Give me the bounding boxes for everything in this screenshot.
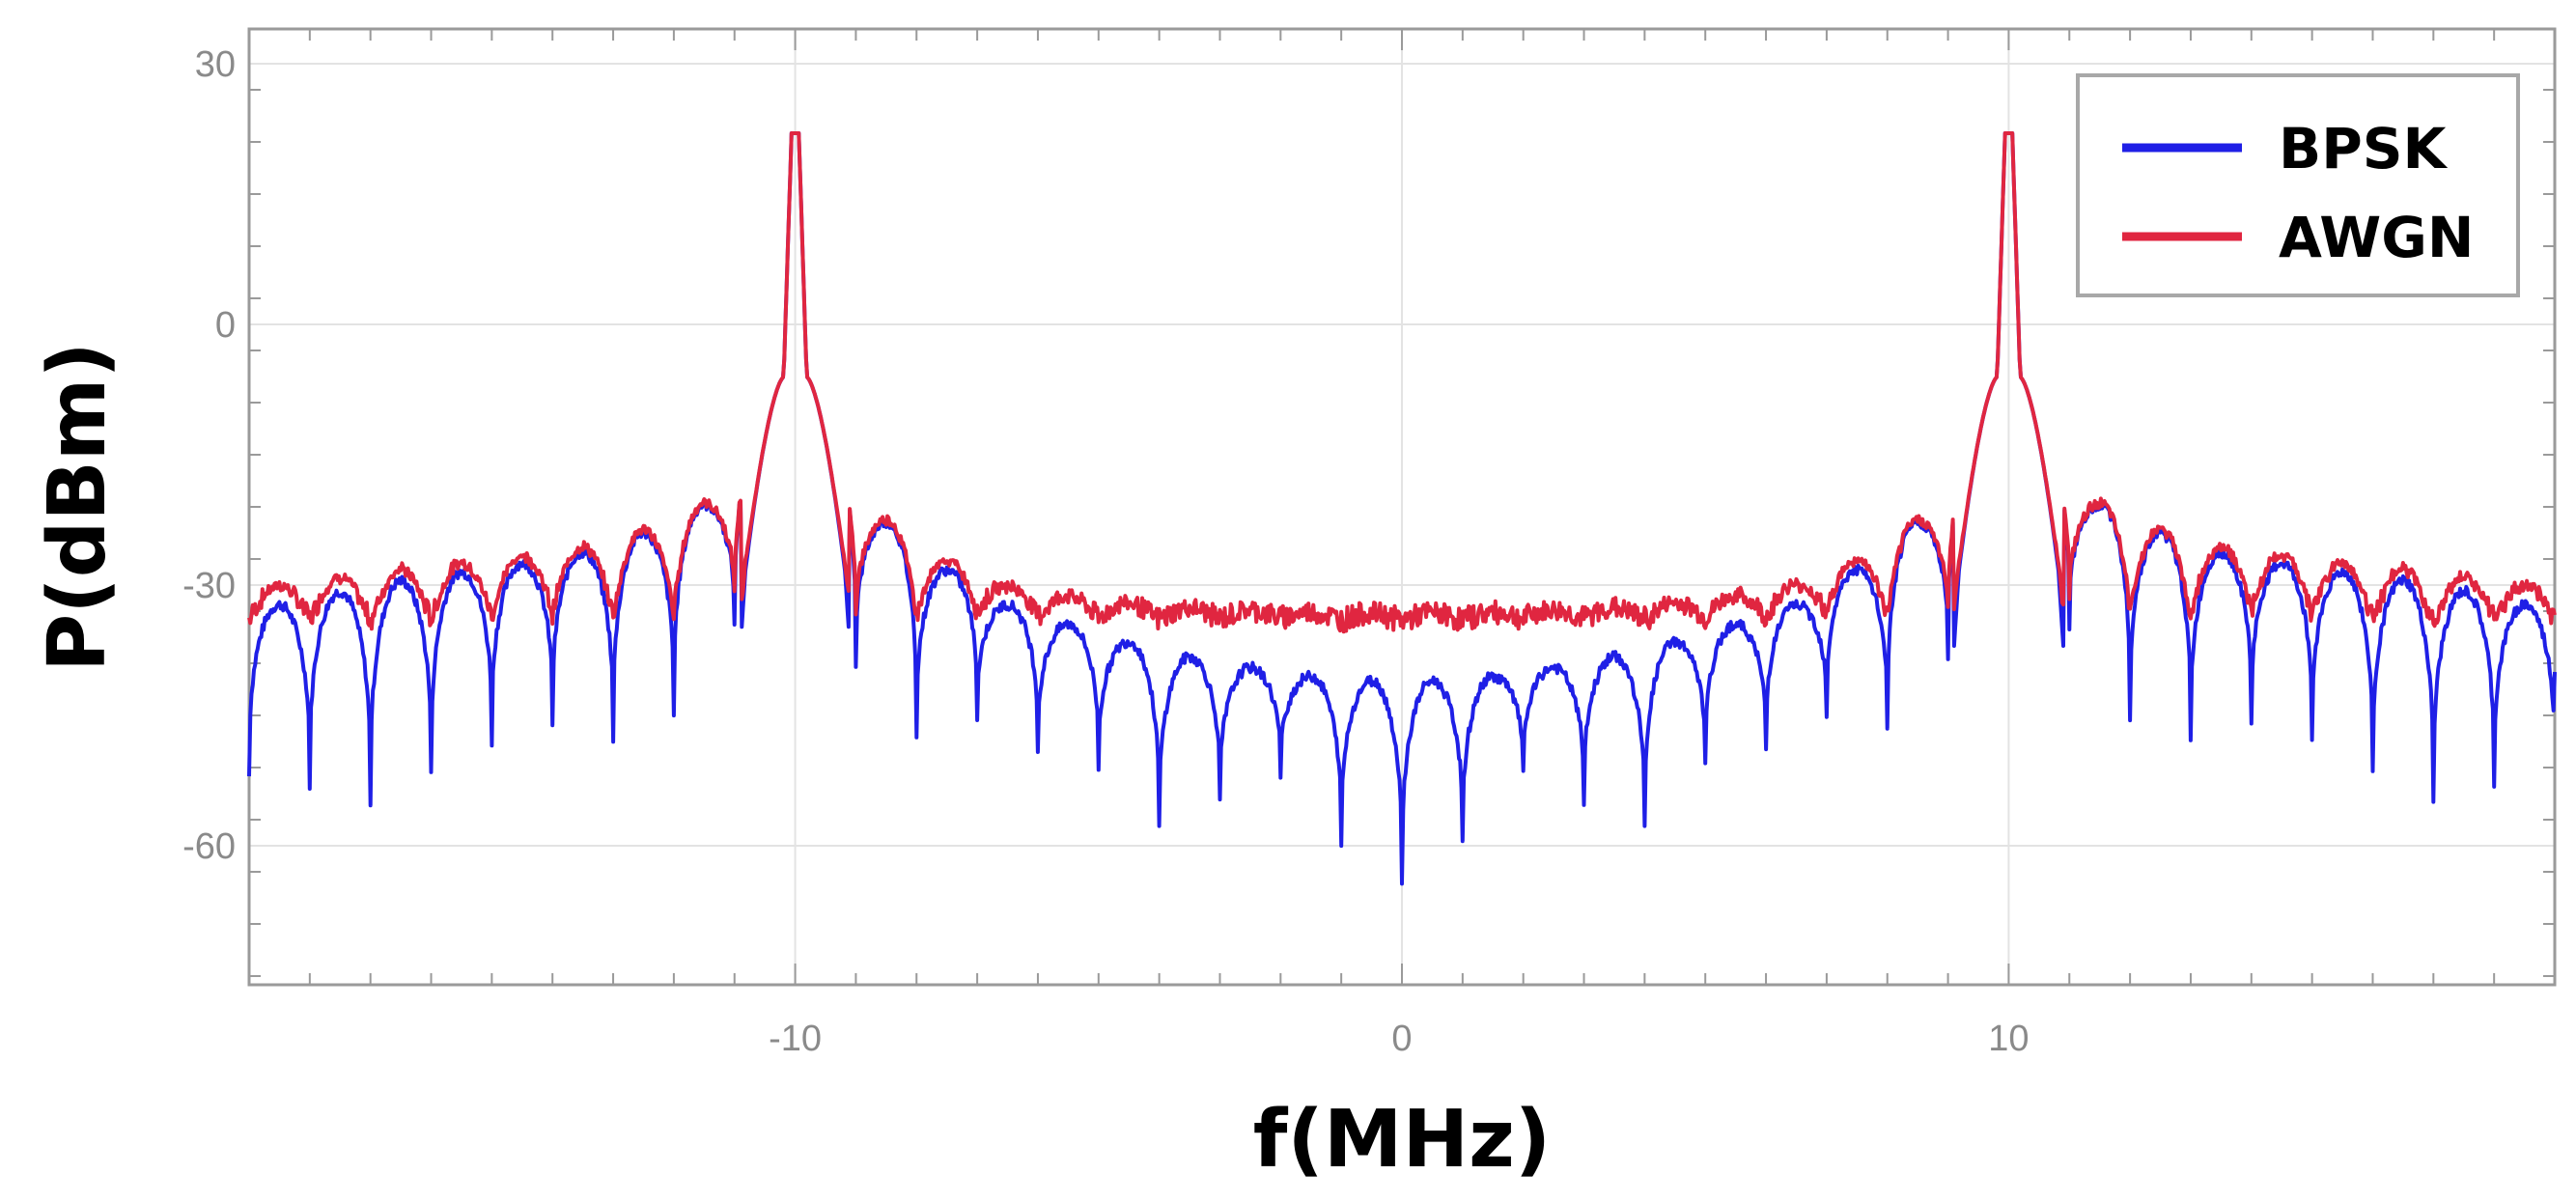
y-axis-title: P(dBm) (32, 342, 124, 672)
y-tick-label: -30 (182, 566, 236, 606)
x-tick-label: 10 (1988, 1019, 2029, 1059)
legend-box (2076, 73, 2520, 297)
axis-tick-marks (248, 29, 2556, 985)
y-tick-label: -60 (182, 826, 236, 867)
y-tick-label: 0 (215, 305, 236, 346)
tick-labels: -10 0 10 30 0 -30 -60 (182, 44, 2029, 1059)
x-tick-label: 0 (1391, 1019, 1412, 1059)
legend: BPSK AWGN (2076, 73, 2520, 297)
series-line-awgn (247, 131, 2557, 634)
x-axis-title: f(MHz) (1253, 1094, 1552, 1186)
x-tick-label: -10 (769, 1019, 822, 1059)
legend-label-awgn: AWGN (2279, 205, 2474, 270)
y-tick-label: 30 (195, 44, 236, 85)
legend-label-bpsk: BPSK (2279, 116, 2448, 182)
series-line-bpsk (247, 131, 2557, 886)
